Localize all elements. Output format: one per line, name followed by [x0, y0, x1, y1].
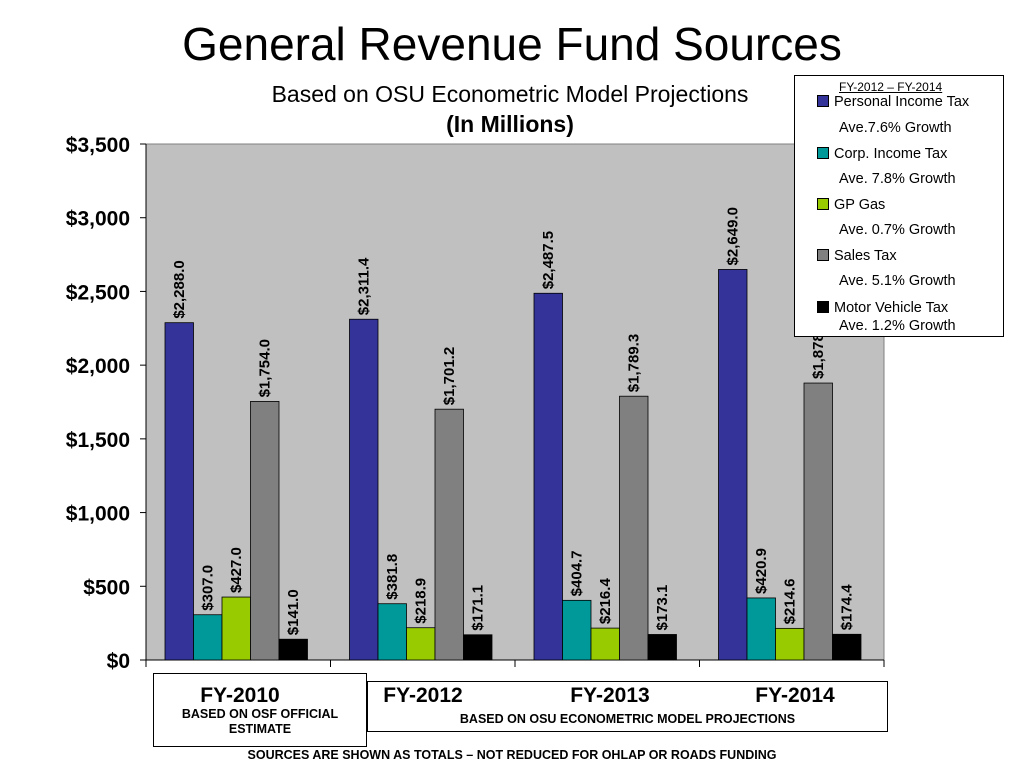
legend-label: Motor Vehicle Tax [834, 300, 949, 316]
y-tick-label: $2,000 [66, 355, 130, 378]
legend-entry-gp-gas: GP Gas [817, 197, 885, 213]
category-label-fy2012: FY-2012 [383, 684, 463, 707]
legend-header: FY-2012 – FY-2014 [839, 80, 943, 94]
bar-corp-income-tax-fy-2014 [746, 597, 776, 661]
bar-sales-tax-fy-2010 [250, 401, 280, 661]
slide-subtitle: Based on OSU Econometric Model Projectio… [271, 81, 749, 107]
bar-value-label: $141.0 [285, 589, 302, 635]
projection-category-box [367, 681, 888, 732]
bar-personal-income-tax-fy-2012 [349, 318, 379, 661]
legend-swatch-icon [817, 249, 829, 261]
bar-value-label: $2,649.0 [725, 207, 742, 265]
bar-sales-tax-fy-2012 [434, 408, 464, 661]
legend-label: GP Gas [834, 197, 886, 213]
legend-entry-corp-income-tax: Corp. Income Tax [817, 146, 947, 162]
bar-value-label: $218.9 [413, 578, 430, 624]
bar-value-label: $174.4 [839, 584, 856, 631]
bar-value-label: $427.0 [228, 547, 245, 593]
bar-corp-income-tax-fy-2012 [377, 603, 407, 661]
projection-note: BASED ON OSU ECONOMETRIC MODEL PROJECTIO… [459, 712, 796, 726]
y-tick-label: $3,000 [66, 208, 130, 231]
bar-value-label: $381.8 [384, 554, 401, 600]
legend-growth-gp-gas: Ave. 0.7% Growth [839, 222, 956, 238]
bar-value-label: $1,789.3 [626, 334, 643, 392]
bar-value-label: $420.9 [753, 548, 770, 594]
chart-legend: FY-2012 – FY-2014 Personal Income Tax Av… [794, 75, 1004, 337]
bar-sales-tax-fy-2013 [619, 395, 649, 661]
legend-growth-sales-tax: Ave. 5.1% Growth [839, 273, 956, 289]
legend-growth-personal-income-tax: Ave.7.6% Growth [839, 120, 952, 136]
legend-entry-sales-tax: Sales Tax [817, 248, 897, 264]
y-tick-label: $3,500 [66, 134, 130, 157]
legend-entry-personal-income-tax: Personal Income Tax [817, 94, 969, 110]
bar-gp-gas-fy-2010 [221, 596, 251, 661]
bar-value-label: $171.1 [470, 585, 487, 631]
legend-label: Sales Tax [834, 248, 897, 264]
bar-value-label: $307.0 [200, 565, 217, 611]
fy2010-estimate-note: BASED ON OSF OFFICIAL ESTIMATE [181, 707, 339, 736]
slide-subtitle-units: (In Millions) [446, 111, 574, 137]
y-tick-label: $1,500 [66, 429, 130, 452]
y-tick-label: $2,500 [66, 281, 130, 304]
y-tick-label: $0 [107, 650, 130, 673]
bar-gp-gas-fy-2012 [406, 627, 436, 661]
bar-value-label: $1,754.0 [257, 339, 274, 397]
bar-corp-income-tax-fy-2010 [193, 614, 223, 661]
bar-motor-vehicle-tax-fy-2010 [278, 638, 308, 661]
legend-swatch-icon [817, 147, 829, 159]
category-label-fy2014: FY-2014 [755, 684, 835, 707]
bar-gp-gas-fy-2014 [775, 627, 805, 661]
legend-swatch-icon [817, 95, 829, 107]
legend-growth-corp-income-tax: Ave. 7.8% Growth [839, 171, 956, 187]
bar-personal-income-tax-fy-2013 [533, 292, 563, 661]
footer-note: SOURCES ARE SHOWN AS TOTALS – NOT REDUCE… [247, 748, 777, 762]
bar-motor-vehicle-tax-fy-2014 [832, 633, 862, 661]
bar-value-label: $404.7 [569, 550, 586, 596]
bar-value-label: $1,701.2 [441, 347, 458, 405]
category-label-fy2013: FY-2013 [570, 684, 650, 707]
bar-value-label: $173.1 [654, 585, 671, 631]
bar-value-label: $2,288.0 [171, 260, 188, 318]
bar-personal-income-tax-fy-2014 [718, 269, 748, 661]
legend-entry-motor-vehicle-tax: Motor Vehicle Tax [817, 300, 948, 316]
y-tick-label: $1,000 [66, 503, 130, 526]
y-tick-label: $500 [83, 576, 130, 599]
bar-gp-gas-fy-2013 [590, 627, 620, 661]
bar-value-label: $216.4 [597, 578, 614, 625]
bar-value-label: $2,487.5 [540, 231, 557, 289]
legend-label: Personal Income Tax [834, 94, 970, 110]
fy2010-category-box [153, 673, 367, 747]
category-label-fy2010: FY-2010 [200, 684, 280, 707]
bar-personal-income-tax-fy-2010 [164, 322, 194, 661]
bar-value-label: $214.6 [782, 578, 799, 624]
legend-growth-motor-vehicle-tax: Ave. 1.2% Growth [839, 318, 956, 334]
bar-value-label: $2,311.4 [356, 257, 373, 315]
bar-corp-income-tax-fy-2013 [562, 599, 592, 661]
bar-sales-tax-fy-2014 [803, 382, 833, 661]
bar-motor-vehicle-tax-fy-2013 [647, 634, 677, 661]
legend-swatch-icon [817, 198, 829, 210]
legend-swatch-icon [817, 301, 829, 313]
legend-label: Corp. Income Tax [834, 146, 948, 162]
bar-motor-vehicle-tax-fy-2012 [463, 634, 493, 661]
slide-title: General Revenue Fund Sources [182, 18, 842, 70]
